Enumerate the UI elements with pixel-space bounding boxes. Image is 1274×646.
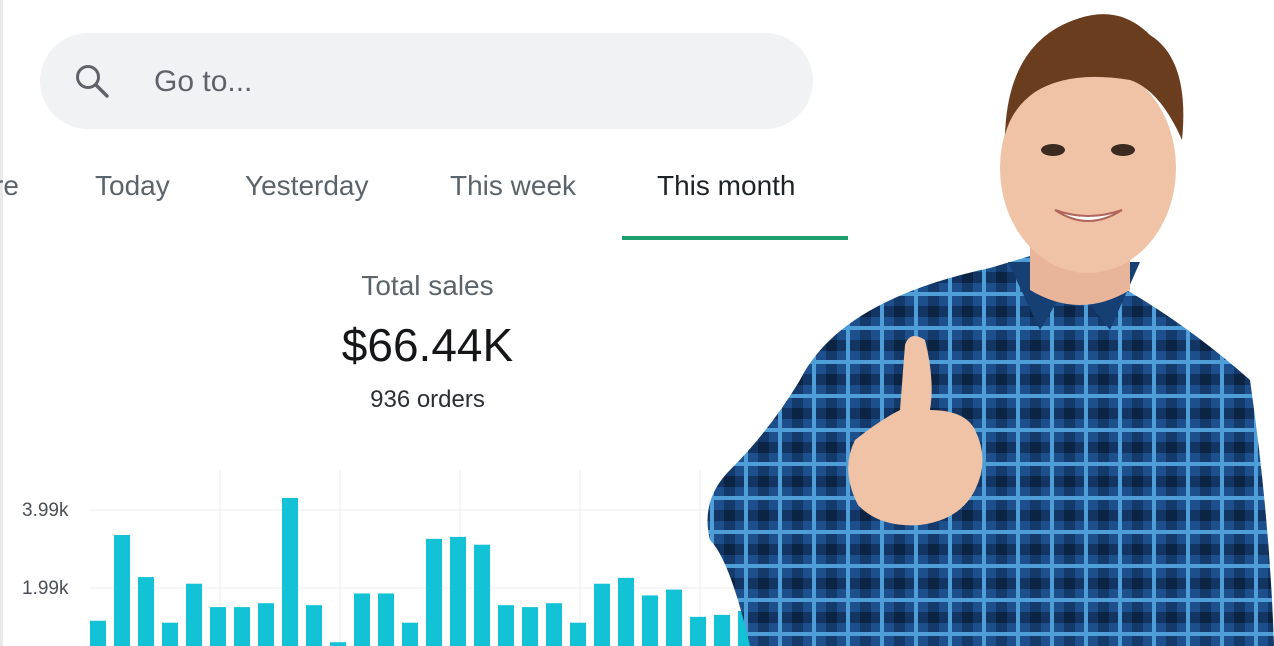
chart-bar[interactable]	[258, 603, 274, 646]
chart-bar[interactable]	[666, 589, 682, 646]
chart-bar[interactable]	[474, 544, 490, 646]
y-tick-label: 3.99k	[22, 500, 69, 521]
chart-bar[interactable]	[306, 605, 322, 646]
chart-bar[interactable]	[690, 616, 706, 646]
chart-bar[interactable]	[330, 642, 346, 646]
chart-bar[interactable]	[234, 607, 250, 646]
sales-bar-chart-svg: 3.99k 1.99k	[22, 470, 780, 646]
chart-bar[interactable]	[450, 536, 466, 646]
left-edge-divider	[0, 0, 3, 646]
orders-count: 936 orders	[370, 386, 485, 413]
chart-bar[interactable]	[378, 593, 394, 646]
chart-bar[interactable]	[186, 583, 202, 646]
chart-bar[interactable]	[114, 534, 130, 646]
chart-bar[interactable]	[546, 603, 562, 646]
person-thumbs-up-illustration	[707, 14, 1274, 646]
tab-yesterday[interactable]: Yesterday	[245, 170, 369, 201]
chart-bar[interactable]	[402, 622, 418, 646]
chart-bar[interactable]	[210, 607, 226, 646]
tab-this-month[interactable]: This month	[657, 170, 796, 201]
date-range-tabs: re Today Yesterday This week This month	[0, 160, 860, 242]
total-sales-label: Total sales	[361, 270, 494, 301]
search-bar[interactable]	[40, 33, 813, 129]
sales-bar-chart: 3.99k 1.99k	[0, 470, 860, 646]
chart-bar[interactable]	[354, 593, 370, 646]
chart-bar[interactable]	[642, 595, 658, 646]
chart-bar[interactable]	[282, 497, 298, 646]
chart-bar[interactable]	[522, 607, 538, 646]
tab-this-week[interactable]: This week	[450, 170, 577, 201]
active-tab-indicator	[622, 236, 848, 240]
chart-bar[interactable]	[714, 614, 730, 646]
total-sales-value: $66.44K	[341, 319, 514, 371]
chart-bar[interactable]	[90, 620, 106, 646]
tab-today[interactable]: Today	[95, 170, 170, 201]
search-input[interactable]	[152, 57, 756, 107]
sales-dashboard: re Today Yesterday This week This month …	[0, 0, 860, 646]
y-tick-label: 1.99k	[22, 578, 69, 599]
chart-bar[interactable]	[162, 622, 178, 646]
search-icon	[76, 65, 109, 98]
chart-bar[interactable]	[594, 583, 610, 646]
tab-previous-cut[interactable]: re	[0, 170, 19, 201]
chart-bar[interactable]	[138, 577, 154, 646]
chart-bar[interactable]	[426, 538, 442, 646]
chart-bar[interactable]	[570, 622, 586, 646]
chart-bar[interactable]	[618, 577, 634, 646]
chart-bar[interactable]	[498, 605, 514, 646]
